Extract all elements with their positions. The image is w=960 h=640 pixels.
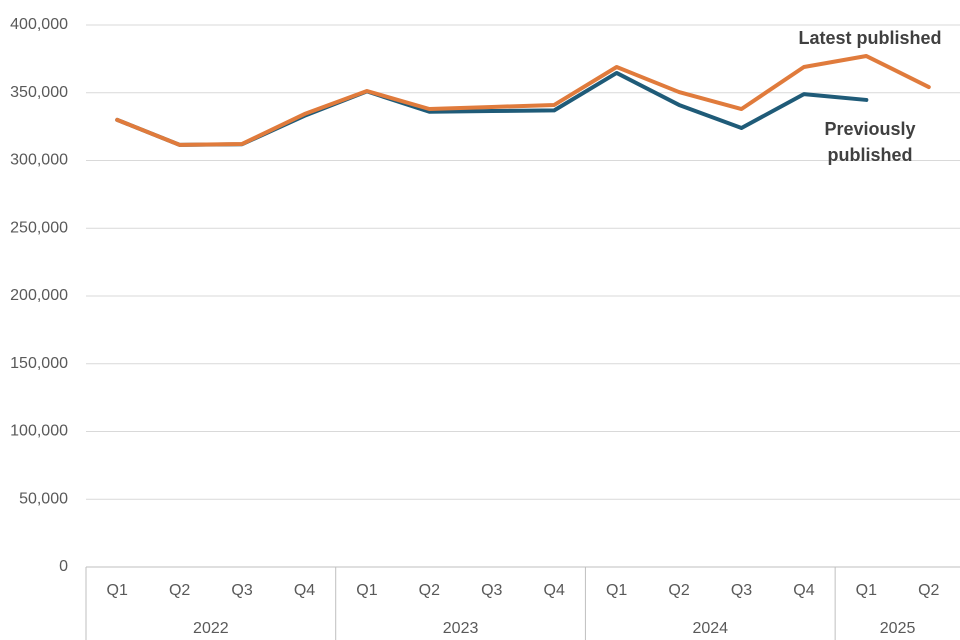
y-tick-label: 250,000: [10, 219, 68, 236]
x-tick-label: Q2: [169, 582, 190, 599]
y-tick-label: 350,000: [10, 84, 68, 101]
y-tick-label: 200,000: [10, 287, 68, 304]
x-tick-label: Q2: [668, 582, 689, 599]
x-tick-label: Q4: [793, 582, 814, 599]
x-tick-label: Q4: [294, 582, 315, 599]
y-tick-label: 400,000: [10, 16, 68, 33]
y-tick-label: 100,000: [10, 423, 68, 440]
x-tick-label: Q3: [731, 582, 752, 599]
y-tick-label: 0: [59, 558, 68, 575]
x-group-label: 2023: [443, 620, 479, 637]
x-tick-label: Q2: [918, 582, 939, 599]
x-tick-label: Q1: [856, 582, 877, 599]
line-series: [115, 54, 931, 147]
y-tick-label: 50,000: [19, 490, 68, 507]
x-tick-label: Q4: [544, 582, 565, 599]
y-tick-label: 150,000: [10, 355, 68, 372]
x-tick-label: Q2: [419, 582, 440, 599]
x-tick-label: Q3: [481, 582, 502, 599]
x-tick-label: Q1: [356, 582, 377, 599]
x-tick-label: Q1: [606, 582, 627, 599]
x-group-label: 2025: [880, 620, 916, 637]
y-tick-label: 300,000: [10, 152, 68, 169]
series-label: Previously published: [824, 119, 916, 165]
x-group-label: 2024: [692, 620, 728, 637]
series-label: Latest published: [798, 28, 942, 48]
x-tick-label: Q1: [107, 582, 128, 599]
x-tick-label: Q3: [231, 582, 252, 599]
x-group-label: 2022: [193, 620, 229, 637]
